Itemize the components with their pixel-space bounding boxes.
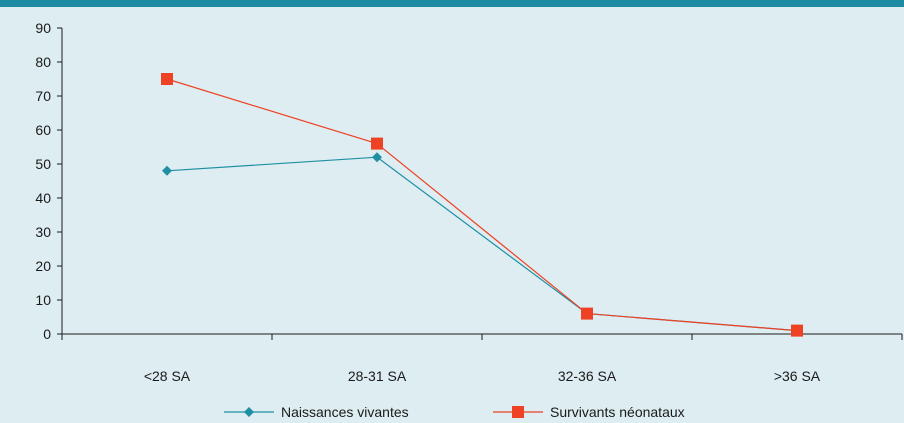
legend-label: Survivants néonataux [550,404,685,420]
series-survivants-neonataux [161,73,803,337]
legend-marker [244,407,254,417]
y-tick-label: 40 [35,190,51,206]
y-tick-label: 50 [35,156,51,172]
data-point [371,137,383,150]
legend-label: Naissances vivantes [281,404,409,420]
y-tick-label: 90 [35,20,51,36]
y-axis: 0 10 20 30 40 50 60 70 80 90 [35,20,63,342]
data-point [791,324,803,337]
y-tick-label: 80 [35,54,51,70]
y-tick-label: 30 [35,224,51,240]
series-line [166,156,798,332]
data-point [581,307,593,320]
y-tick-label: 20 [35,258,51,274]
y-tick-label: 0 [43,326,51,342]
y-tick-label: 70 [35,88,51,104]
y-tick-label: 10 [35,292,51,308]
legend-marker [512,406,524,418]
top-accent-bar [0,0,904,7]
y-tick-label: 60 [35,122,51,138]
legend: Naissances vivantes Survivants néonataux [224,404,685,420]
legend-item: Survivants néonataux [493,404,685,420]
x-tick-label: >36 SA [774,368,821,384]
x-tick-label: 28-31 SA [348,368,407,384]
legend-item: Naissances vivantes [224,404,409,420]
x-tick-label: 32-36 SA [558,368,617,384]
data-point [372,152,382,163]
x-tick-label: <28 SA [144,368,191,384]
series-naissances-vivantes [162,152,802,336]
data-point [162,165,172,176]
data-point [161,73,173,85]
series-layer [161,73,803,337]
x-axis: <28 SA 28-31 SA 32-36 SA >36 SA [61,333,903,384]
series-line [166,78,798,332]
